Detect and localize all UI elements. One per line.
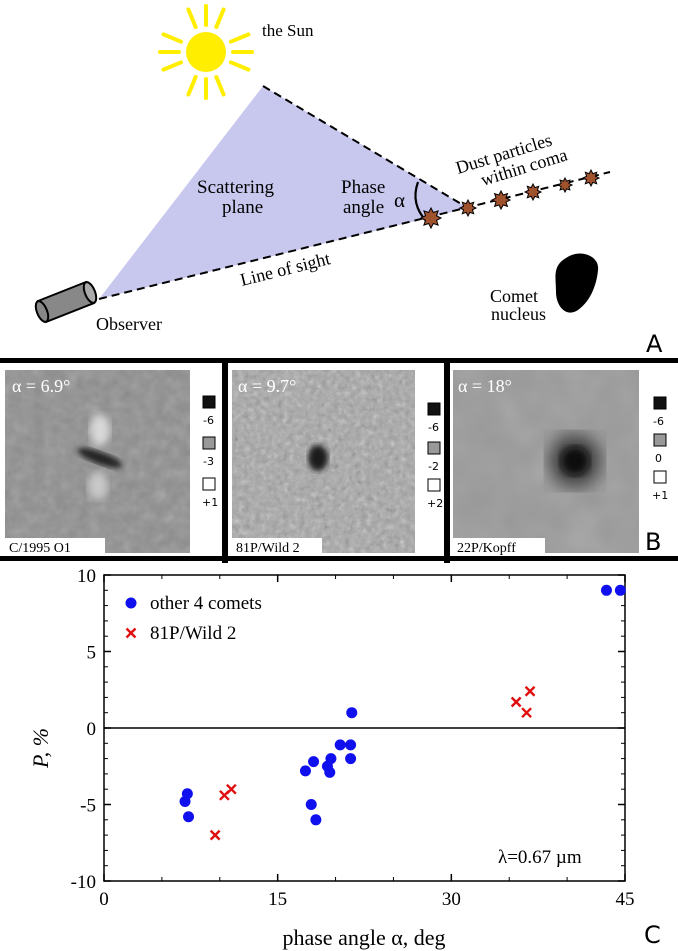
dust-particle-icon — [490, 189, 512, 211]
x-tick-label: 15 — [268, 889, 287, 910]
data-point-circle — [181, 788, 193, 800]
comet-nucleus-icon — [555, 253, 599, 313]
x-tick-label: 0 — [99, 889, 109, 910]
sun-ray-line — [262, 85, 469, 209]
data-point-circle — [310, 814, 322, 826]
svg-text:+2: +2 — [427, 497, 443, 510]
nucleus-label-2: nucleus — [491, 304, 546, 324]
comet-images: α = 6.9° C/1995 O1 -6 -3 +1 α = 9.7° 81P… — [0, 358, 678, 563]
legend-label-2: 81P/Wild 2 — [150, 623, 236, 644]
nucleus-label-1: Comet — [490, 286, 538, 306]
alpha-label-2: α = 9.7° — [238, 376, 296, 396]
dust-particle-icon — [523, 182, 543, 202]
panel-b-images: α = 6.9° C/1995 O1 -6 -3 +1 α = 9.7° 81P… — [0, 358, 678, 563]
scattering-plane-label-2: plane — [222, 197, 263, 218]
y-tick-label: -5 — [80, 796, 96, 817]
data-point-x — [510, 696, 522, 708]
scattering-plane-label-1: Scattering — [197, 177, 275, 198]
data-point-circle — [614, 584, 626, 596]
panel-a-geometry-diagram: the Sun Scattering plane Phase angle α D… — [0, 0, 678, 358]
comet-image-1 — [5, 370, 190, 553]
phase-angle-label-2: angle — [343, 197, 384, 218]
alpha-label-3: α = 18° — [458, 376, 512, 396]
sun-icon — [158, 4, 254, 100]
data-point-circle — [334, 739, 346, 751]
data-point-x — [226, 783, 237, 795]
dust-particle-icon — [556, 176, 574, 194]
comet-label-3: 22P/Kopff — [457, 541, 516, 556]
svg-text:-6: -6 — [203, 414, 214, 427]
svg-text:-6: -6 — [653, 415, 664, 428]
data-point-circle — [346, 707, 358, 719]
data-point-circle — [299, 765, 311, 777]
observer-label: Observer — [96, 314, 162, 334]
y-tick-label: 5 — [87, 643, 97, 664]
panel-letter-b: B — [645, 528, 661, 556]
sun-label: the Sun — [262, 21, 314, 40]
data-point-x — [209, 829, 221, 841]
svg-text:0: 0 — [655, 452, 662, 465]
data-point-x — [524, 685, 536, 697]
comet-image-2 — [232, 370, 415, 553]
colorbar-1: -6 -3 +1 — [202, 395, 218, 509]
data-point-circle — [305, 799, 317, 810]
panel-letter-a: A — [646, 330, 663, 358]
data-point-circle — [600, 584, 612, 596]
colorbar-2: -6 -2 +2 — [427, 402, 443, 510]
data-point-circle — [345, 739, 357, 751]
dust-particle-icon — [458, 198, 478, 218]
svg-text:-3: -3 — [203, 455, 214, 468]
divider-1 — [222, 358, 228, 563]
data-point-circle — [345, 753, 357, 765]
x-tick-label: 30 — [442, 889, 461, 910]
svg-text:-2: -2 — [428, 460, 439, 473]
x-tick-label: 45 — [616, 889, 635, 910]
svg-text:+1: +1 — [202, 496, 218, 509]
data-point-circle — [324, 766, 336, 778]
panel-letter-c: C — [644, 921, 661, 949]
y-tick-label: 10 — [77, 566, 96, 587]
legend: other 4 comets 81P/Wild 2 — [125, 593, 262, 644]
panel-b-top-border — [0, 358, 678, 363]
legend-label-1: other 4 comets — [150, 593, 262, 614]
comet-label-1: C/1995 O1 — [9, 541, 71, 556]
panel-c-polarization-chart: 0 15 30 45 10 5 0 -5 -10 other 4 comets 81P/Wild… — [0, 563, 678, 951]
legend-x-marker — [125, 627, 137, 639]
observer-telescope-icon — [34, 280, 98, 324]
wavelength-annotation: λ=0.67 µm — [498, 847, 582, 868]
dust-particle-icon — [581, 168, 601, 188]
phase-angle-label-1: Phase — [341, 177, 385, 198]
divider-2 — [444, 358, 450, 563]
dust-particle-icon — [419, 206, 443, 230]
y-tick-label: -10 — [71, 872, 96, 893]
x-axis-label: phase angle α, deg — [282, 925, 445, 950]
alpha-symbol: α — [394, 188, 405, 212]
panel-b-bottom-border — [0, 556, 678, 561]
y-tick-label: 0 — [87, 719, 97, 740]
data-point-circle — [308, 756, 320, 768]
data-point-x — [521, 707, 532, 719]
dust-particles — [419, 168, 601, 230]
legend-marker-circle — [125, 597, 137, 609]
y-axis-label: P, % — [28, 728, 53, 769]
alpha-label-1: α = 6.9° — [12, 376, 70, 396]
svg-text:-6: -6 — [428, 421, 439, 434]
line-of-sight-line — [98, 171, 611, 300]
colorbar-3: -6 0 +1 — [652, 396, 668, 502]
data-point-circle — [183, 811, 195, 823]
data-point-circle — [325, 753, 337, 765]
scattering-plane-triangle — [99, 86, 468, 299]
svg-text:+1: +1 — [652, 489, 668, 502]
legend-marker-x — [125, 627, 137, 639]
comet-label-2: 81P/Wild 2 — [236, 541, 300, 556]
geometry-diagram: the Sun Scattering plane Phase angle α D… — [34, 4, 663, 358]
polarization-chart: 0 15 30 45 10 5 0 -5 -10 other 4 comets 81P/Wild… — [28, 566, 661, 950]
comet-image-3 — [453, 370, 639, 553]
